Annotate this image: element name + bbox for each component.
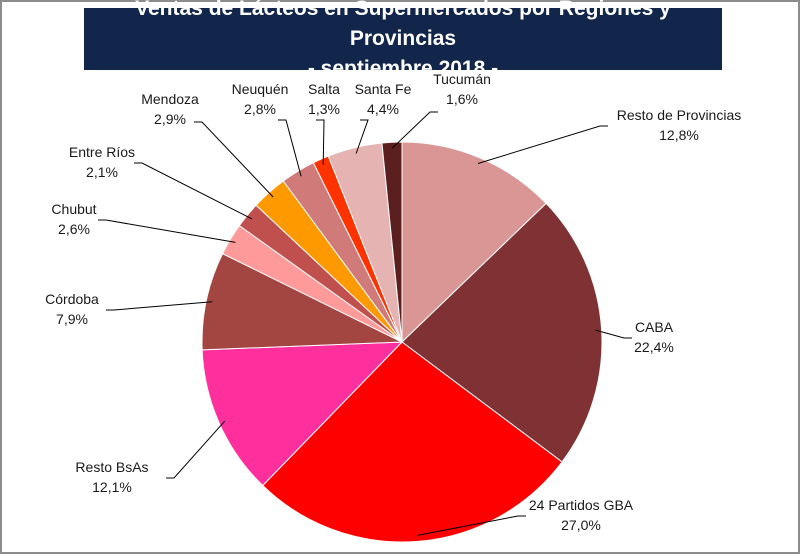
slice-label-7: Entre Ríos [69, 144, 135, 160]
leader-line-8 [194, 121, 274, 198]
pie-slice-3 [262, 341, 563, 543]
leader-line-5 [106, 301, 213, 311]
leader-line-6 [98, 219, 236, 243]
leader-line-10 [316, 119, 325, 165]
pie-slice-2 [401, 202, 603, 463]
slice-value-5: 7,9% [56, 311, 88, 327]
leader-line-9 [278, 119, 302, 177]
chart-title-box: Ventas de Lácteos en Supermercados por R… [84, 0, 722, 80]
pie-slice-1 [401, 141, 547, 344]
slice-value-2: 22,4% [634, 339, 674, 355]
slice-label-11: Santa Fe [355, 81, 412, 97]
slice-value-8: 2,9% [154, 111, 186, 127]
pie-slice-12 [381, 141, 403, 343]
slice-label-6: Chubut [51, 201, 96, 217]
chart-subtitle: - septiembre 2018 - [307, 57, 499, 80]
slice-label-2: CABA [635, 319, 674, 335]
leader-line-3 [417, 515, 526, 536]
slice-value-10: 1,3% [308, 101, 340, 117]
slice-label-8: Mendoza [141, 91, 199, 107]
slice-label-1: Resto de Provincias [617, 107, 742, 123]
slice-value-1: 12,8% [659, 127, 699, 143]
slice-label-5: Córdoba [45, 291, 99, 307]
slice-value-4: 12,1% [92, 479, 132, 495]
slice-value-12: 1,6% [446, 91, 478, 107]
slice-label-3: 24 Partidos GBA [529, 497, 634, 513]
chart-title: Ventas de Lácteos en Supermercados por R… [135, 0, 671, 50]
slice-value-3: 27,0% [561, 517, 601, 533]
slice-value-6: 2,6% [58, 221, 90, 237]
leader-line-4 [166, 420, 226, 479]
slice-value-11: 4,4% [367, 101, 399, 117]
slice-value-9: 2,8% [244, 101, 276, 117]
leader-line-11 [355, 119, 369, 154]
slice-value-7: 2,1% [86, 164, 118, 180]
leader-line-7 [134, 162, 253, 220]
slice-label-12: Tucumán [433, 71, 491, 87]
leader-line-12 [391, 111, 438, 149]
slice-label-10: Salta [308, 81, 340, 97]
pie-slice-5 [201, 252, 403, 351]
leader-line-1 [477, 125, 608, 164]
slice-label-4: Resto BsAs [75, 459, 148, 475]
leader-line-2 [595, 329, 632, 339]
pie-slice-4 [201, 341, 404, 487]
slice-label-9: Neuquén [232, 81, 289, 97]
